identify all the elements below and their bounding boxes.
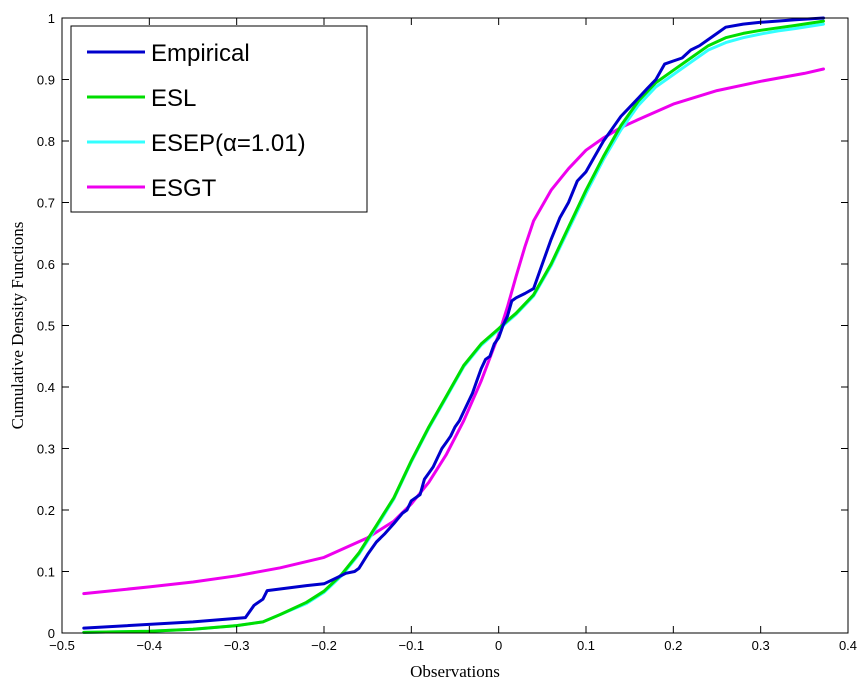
legend-label-esgt: ESGT: [151, 175, 217, 202]
series-line-esgt: [82, 67, 825, 596]
y-tick-label: 0: [48, 626, 55, 641]
x-tick-label: −0.2: [311, 638, 337, 653]
x-axis-label: Observations: [410, 662, 500, 681]
series-line-esl: [82, 19, 825, 634]
y-tick-label: 0.8: [37, 134, 55, 149]
x-tick-label: 0.3: [752, 638, 770, 653]
x-tick-label: −0.5: [49, 638, 75, 653]
y-tick-label: 0.5: [37, 319, 55, 334]
x-tick-label: 0.1: [577, 638, 595, 653]
y-tick-label: 0.7: [37, 196, 55, 211]
y-tick-label: 0.1: [37, 565, 55, 580]
y-tick-label: 0.9: [37, 73, 55, 88]
legend-label-esep-1-01: ESEP(α=1.01): [151, 130, 306, 157]
y-tick-label: 0.2: [37, 503, 55, 518]
plot-area: −0.5 −0.4 −0.3 −0.2 −0.1 0 0.1 0.2 0.3 0.4 0 0.1 0.2…: [8, 11, 857, 681]
legend-label-esl: ESL: [151, 85, 196, 112]
y-tick-label: 0.6: [37, 257, 55, 272]
legend-box: [70, 25, 368, 213]
x-tick-label: −0.4: [136, 638, 162, 653]
series-line-empirical: [82, 16, 825, 630]
y-tick-label: 0.4: [37, 380, 55, 395]
x-tick-label: 0: [495, 638, 502, 653]
legend: Empirical ESL ESEP(α=1.01) ESGT: [70, 25, 368, 213]
x-tick-label: −0.3: [224, 638, 250, 653]
x-tick-label: −0.1: [398, 638, 424, 653]
x-tick-label: 0.2: [664, 638, 682, 653]
y-axis-label: Cumulative Density Functions: [8, 222, 27, 430]
legend-label-empirical: Empirical: [151, 40, 250, 67]
y-tick-label: 0.3: [37, 442, 55, 457]
x-tick-label: 0.4: [839, 638, 857, 653]
y-tick-label: 1: [48, 11, 55, 26]
